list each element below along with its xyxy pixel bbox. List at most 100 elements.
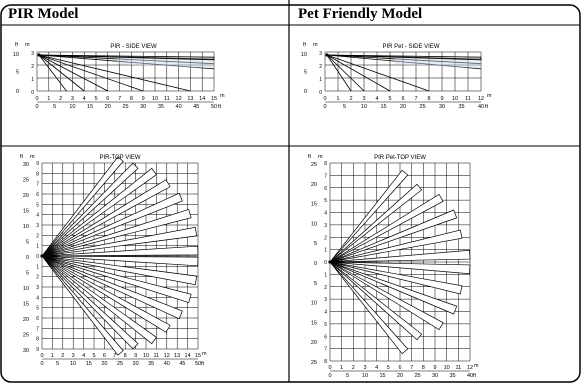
detection-finger — [41, 255, 183, 320]
side-x-ft-label: 35 — [458, 104, 464, 110]
top-y-m-label: 5 — [36, 202, 39, 208]
side-x-m-label: 5 — [388, 96, 391, 102]
top-x-ft-label: 40 — [164, 361, 170, 367]
top-y-m-label: 8 — [324, 161, 327, 167]
side-x-m-label: 7 — [414, 96, 417, 102]
top-y-m-label: 2 — [36, 233, 39, 239]
top-view-caption: PIR-TOP VIEW — [99, 155, 140, 161]
side-x-ft-label: 25 — [122, 104, 128, 110]
top-y-ft-label: 5 — [314, 241, 317, 247]
top-y-ft-label: 20 — [311, 340, 317, 346]
top-x-ft-label: 35 — [449, 373, 455, 379]
side-x-m-label: 7 — [118, 96, 121, 102]
side-beam-line — [38, 54, 191, 92]
table-border — [0, 4, 581, 383]
top-x-m-label: 0 — [328, 365, 331, 371]
detection-finger — [41, 255, 124, 356]
side-x-ft-unit: ft — [218, 104, 222, 110]
detection-finger — [41, 179, 171, 257]
top-y-m-label: 8 — [36, 171, 39, 177]
top-y-m-label: 7 — [324, 173, 327, 179]
top-y-ft-label: 10 — [23, 224, 29, 230]
side-x-m-label: 1 — [336, 96, 339, 102]
detection-finger — [41, 255, 139, 350]
detection-finger — [41, 209, 192, 257]
sensor-icon — [40, 254, 44, 258]
side-x-m-label: 4 — [83, 96, 86, 102]
top-x-m-label: 5 — [387, 365, 390, 371]
side-x-m-label: 8 — [130, 96, 133, 102]
side-x-m-label: 12 — [478, 96, 484, 102]
top-x-m-label: 12 — [164, 353, 170, 359]
side-x-m-label: 5 — [94, 96, 97, 102]
top-y-m-label: 2 — [36, 275, 39, 281]
side-x-ft-label: 30 — [439, 104, 445, 110]
side-x-m-unit: m — [487, 93, 492, 99]
top-y-m-label: 3 — [36, 223, 39, 229]
detection-finger — [41, 192, 183, 257]
top-x-ft-label: 10 — [70, 361, 76, 367]
detection-finger — [41, 226, 198, 257]
side-y-m-label: 2 — [31, 64, 34, 70]
top-x-ft-label: 5 — [346, 373, 349, 379]
side-x-m-label: 0 — [323, 96, 326, 102]
detection-finger — [329, 169, 409, 263]
side-beam-line — [326, 54, 365, 92]
side-y-ft-label: 10 — [13, 52, 19, 58]
top-y-m-label: 2 — [324, 285, 327, 291]
detection-finger — [329, 261, 409, 355]
top-x-ft-unit: ft — [473, 373, 477, 379]
side-unit-ft: ft — [15, 42, 19, 48]
top-y-m-label: 9 — [36, 161, 39, 167]
detection-finger — [41, 162, 139, 257]
top-x-ft-label: 0 — [40, 361, 43, 367]
top-y-ft-label: 30 — [23, 348, 29, 354]
side-beam-line — [38, 54, 215, 70]
side-unit-m: m — [313, 42, 318, 48]
side-beam-upper — [38, 54, 215, 61]
top-y-ft-label: 20 — [311, 182, 317, 188]
sensor-icon — [328, 260, 332, 264]
pet-friendly-model-title: Pet Friendly Model — [298, 6, 423, 22]
side-beam-line — [38, 54, 85, 92]
detection-finger — [329, 229, 463, 263]
top-x-m-label: 3 — [72, 353, 75, 359]
top-y-ft-label: 5 — [314, 281, 317, 287]
top-x-m-label: 11 — [455, 365, 461, 371]
side-view-caption: PIR - SIDE VIEW — [110, 44, 157, 50]
side-y-m-label: 3 — [319, 51, 322, 57]
top-y-ft-label: 25 — [23, 178, 29, 184]
side-x-m-label: 11 — [465, 96, 471, 102]
side-beam-line — [326, 54, 352, 92]
top-x-m-label: 1 — [51, 353, 54, 359]
top-unit-m: m — [30, 154, 35, 160]
side-x-m-label: 10 — [152, 96, 158, 102]
top-y-m-label: 8 — [324, 359, 327, 365]
side-y-m-label: 0 — [319, 90, 322, 96]
side-x-ft-label: 45 — [193, 104, 199, 110]
top-y-m-label: 7 — [36, 182, 39, 188]
detection-finger — [329, 209, 458, 263]
side-beam-upper — [326, 54, 482, 61]
side-beam-line — [38, 54, 144, 92]
top-y-m-label: 7 — [324, 347, 327, 353]
side-x-m-label: 3 — [71, 96, 74, 102]
top-y-m-label: 5 — [324, 198, 327, 204]
top-x-m-label: 0 — [40, 353, 43, 359]
top-unit-ft: ft — [20, 154, 24, 160]
top-unit-m: m — [318, 154, 323, 160]
top-y-ft-label: 10 — [311, 221, 317, 227]
top-view-caption: PIR Pet-TOP VIEW — [374, 155, 426, 161]
detection-finger — [41, 255, 198, 286]
top-x-m-label: 14 — [185, 353, 191, 359]
side-x-m-label: 1 — [47, 96, 50, 102]
top-x-m-label: 10 — [444, 365, 450, 371]
top-x-ft-label: 50 — [195, 361, 201, 367]
side-unit-m: m — [25, 42, 30, 48]
top-x-m-label: 2 — [61, 353, 64, 359]
detection-finger — [329, 193, 444, 263]
